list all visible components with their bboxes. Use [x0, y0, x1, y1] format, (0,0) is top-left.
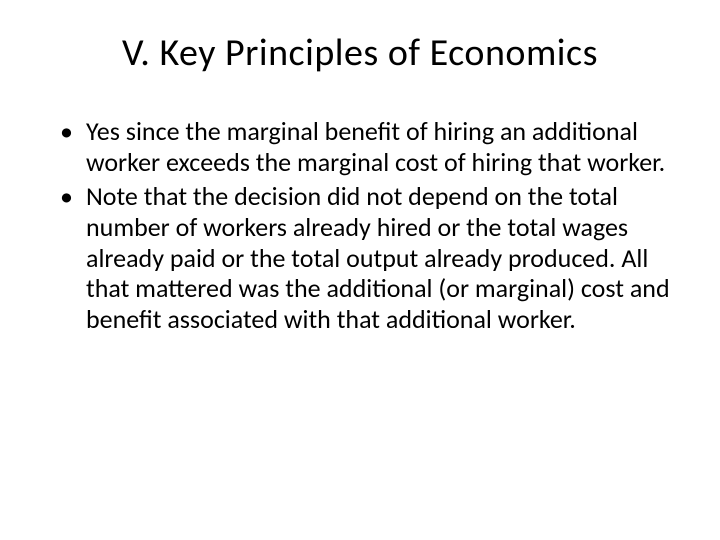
bullet-list: Yes since the marginal benefit of hiring… [50, 116, 670, 335]
bullet-item: Yes since the marginal benefit of hiring… [60, 116, 670, 177]
bullet-item: Note that the decision did not depend on… [60, 181, 670, 334]
slide-title: V. Key Principles of Economics [50, 30, 670, 76]
